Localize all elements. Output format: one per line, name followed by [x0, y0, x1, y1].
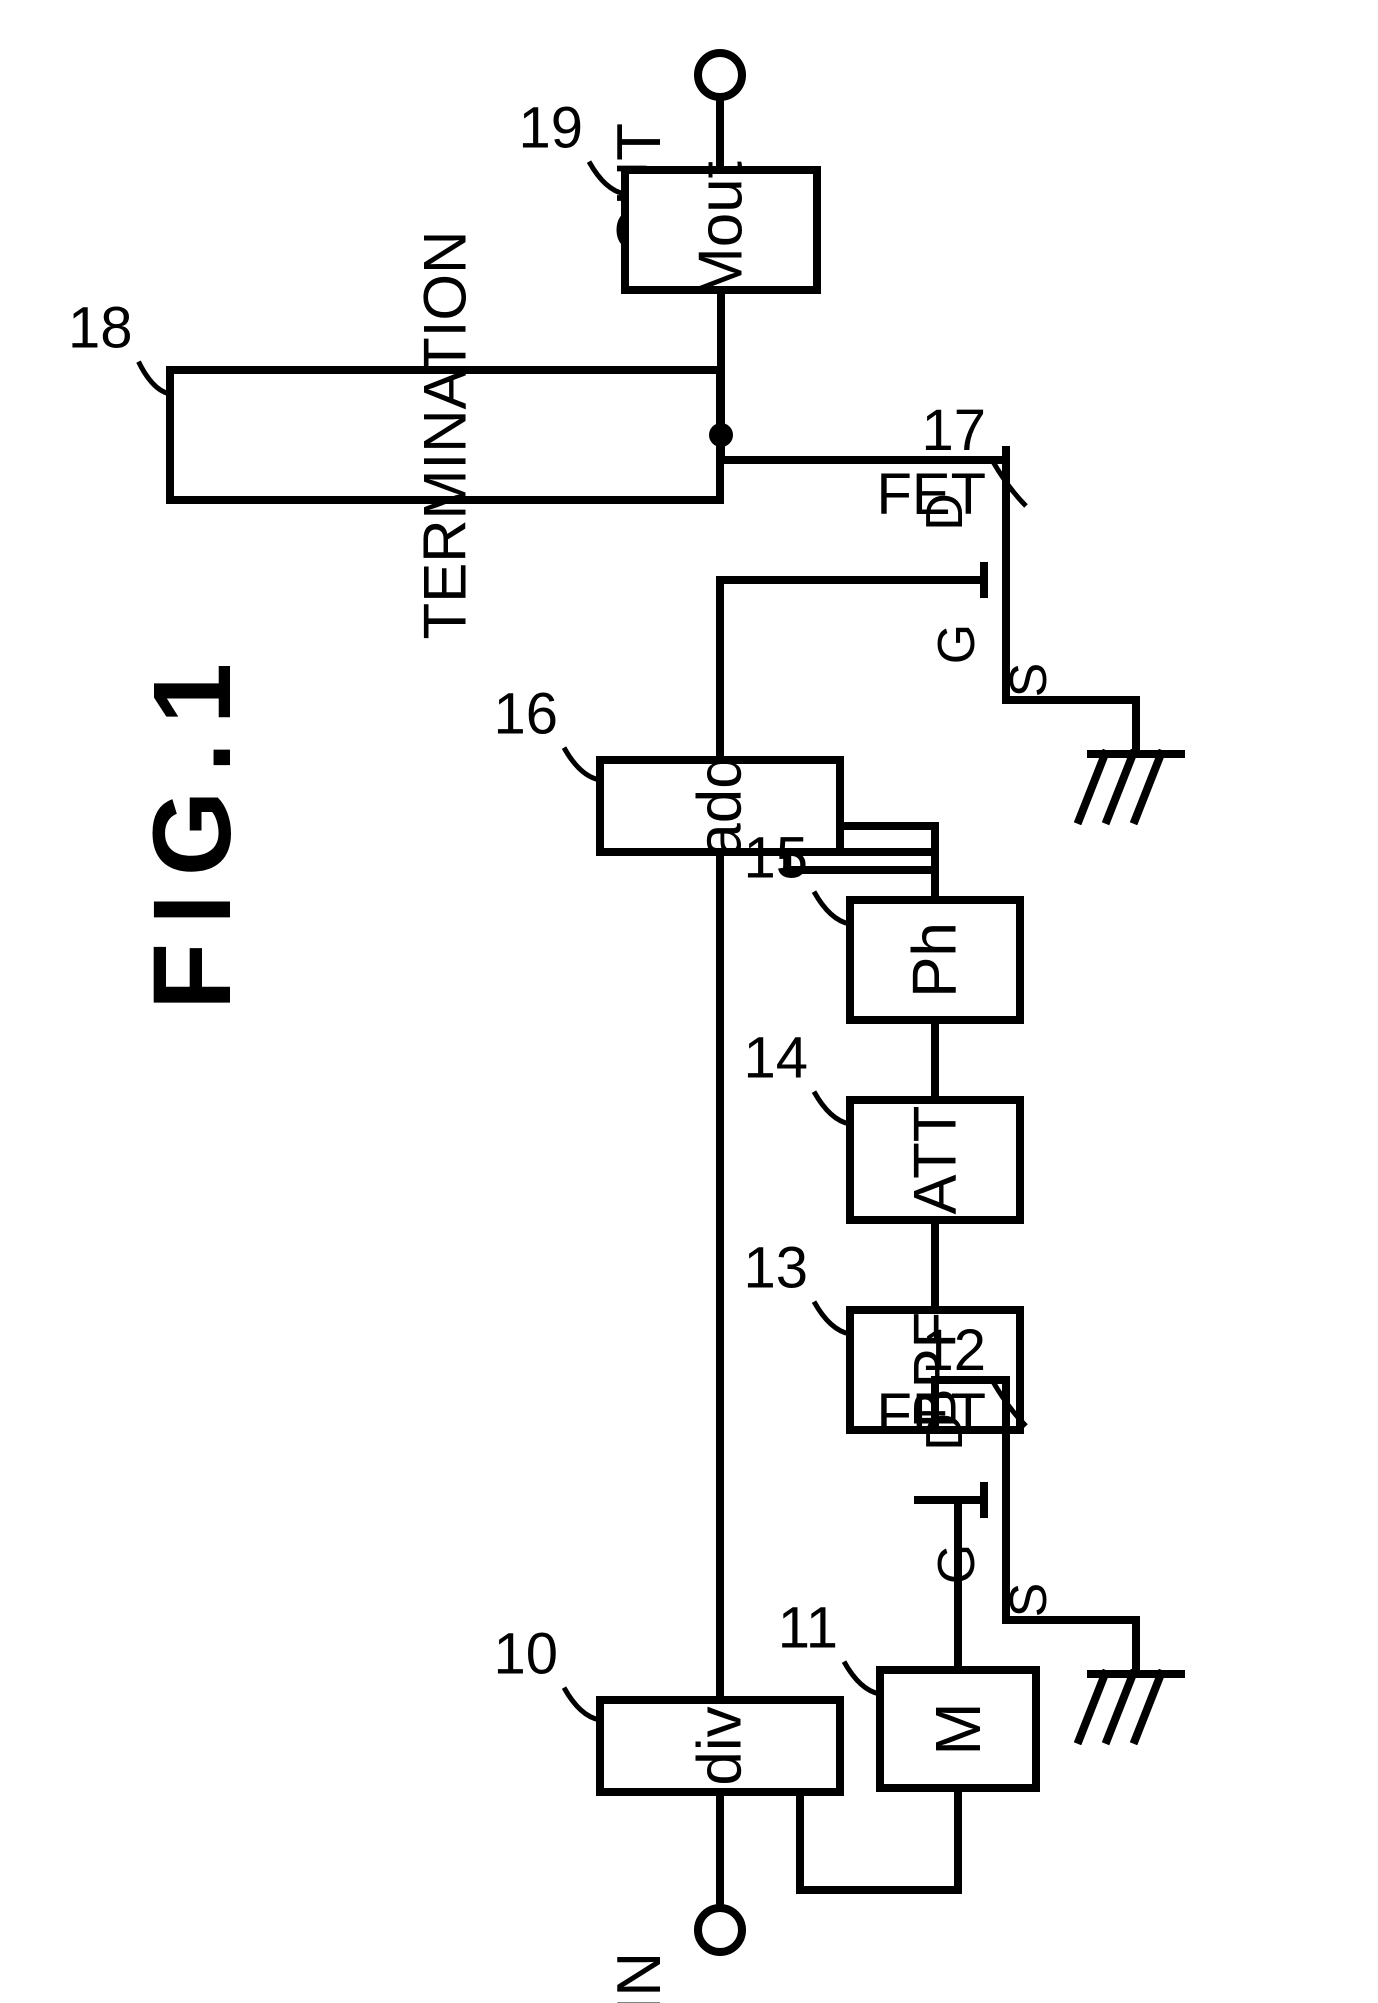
div-label: div	[686, 1706, 755, 1785]
svg-text:13: 13	[743, 1236, 808, 1301]
term-label: TERMINATION	[412, 231, 479, 640]
ph-label: Ph	[901, 922, 970, 998]
svg-text:S: S	[1000, 1583, 1058, 1618]
svg-text:15: 15	[743, 826, 808, 891]
svg-text:14: 14	[743, 1026, 808, 1091]
mout-label: Mout	[687, 161, 756, 299]
svg-text:11: 11	[778, 1596, 838, 1661]
circuit-diagram: FIG.1INOUTdivMBPFATTPhaddTERMINATIONMout…	[0, 0, 1378, 2003]
svg-text:16: 16	[493, 682, 558, 747]
svg-text:17: 17	[921, 398, 986, 463]
svg-text:FIG.1: FIG.1	[131, 645, 254, 1010]
svg-text:10: 10	[493, 1622, 558, 1687]
svg-text:IN: IN	[605, 1952, 674, 2003]
svg-text:18: 18	[68, 296, 133, 361]
svg-text:FET: FET	[876, 462, 986, 527]
att-label: ATT	[902, 1106, 969, 1215]
svg-text:S: S	[1000, 663, 1058, 698]
svg-text:G: G	[928, 624, 986, 664]
m-label: M	[922, 1702, 994, 1755]
svg-text:19: 19	[518, 96, 583, 161]
svg-text:12: 12	[921, 1318, 986, 1383]
